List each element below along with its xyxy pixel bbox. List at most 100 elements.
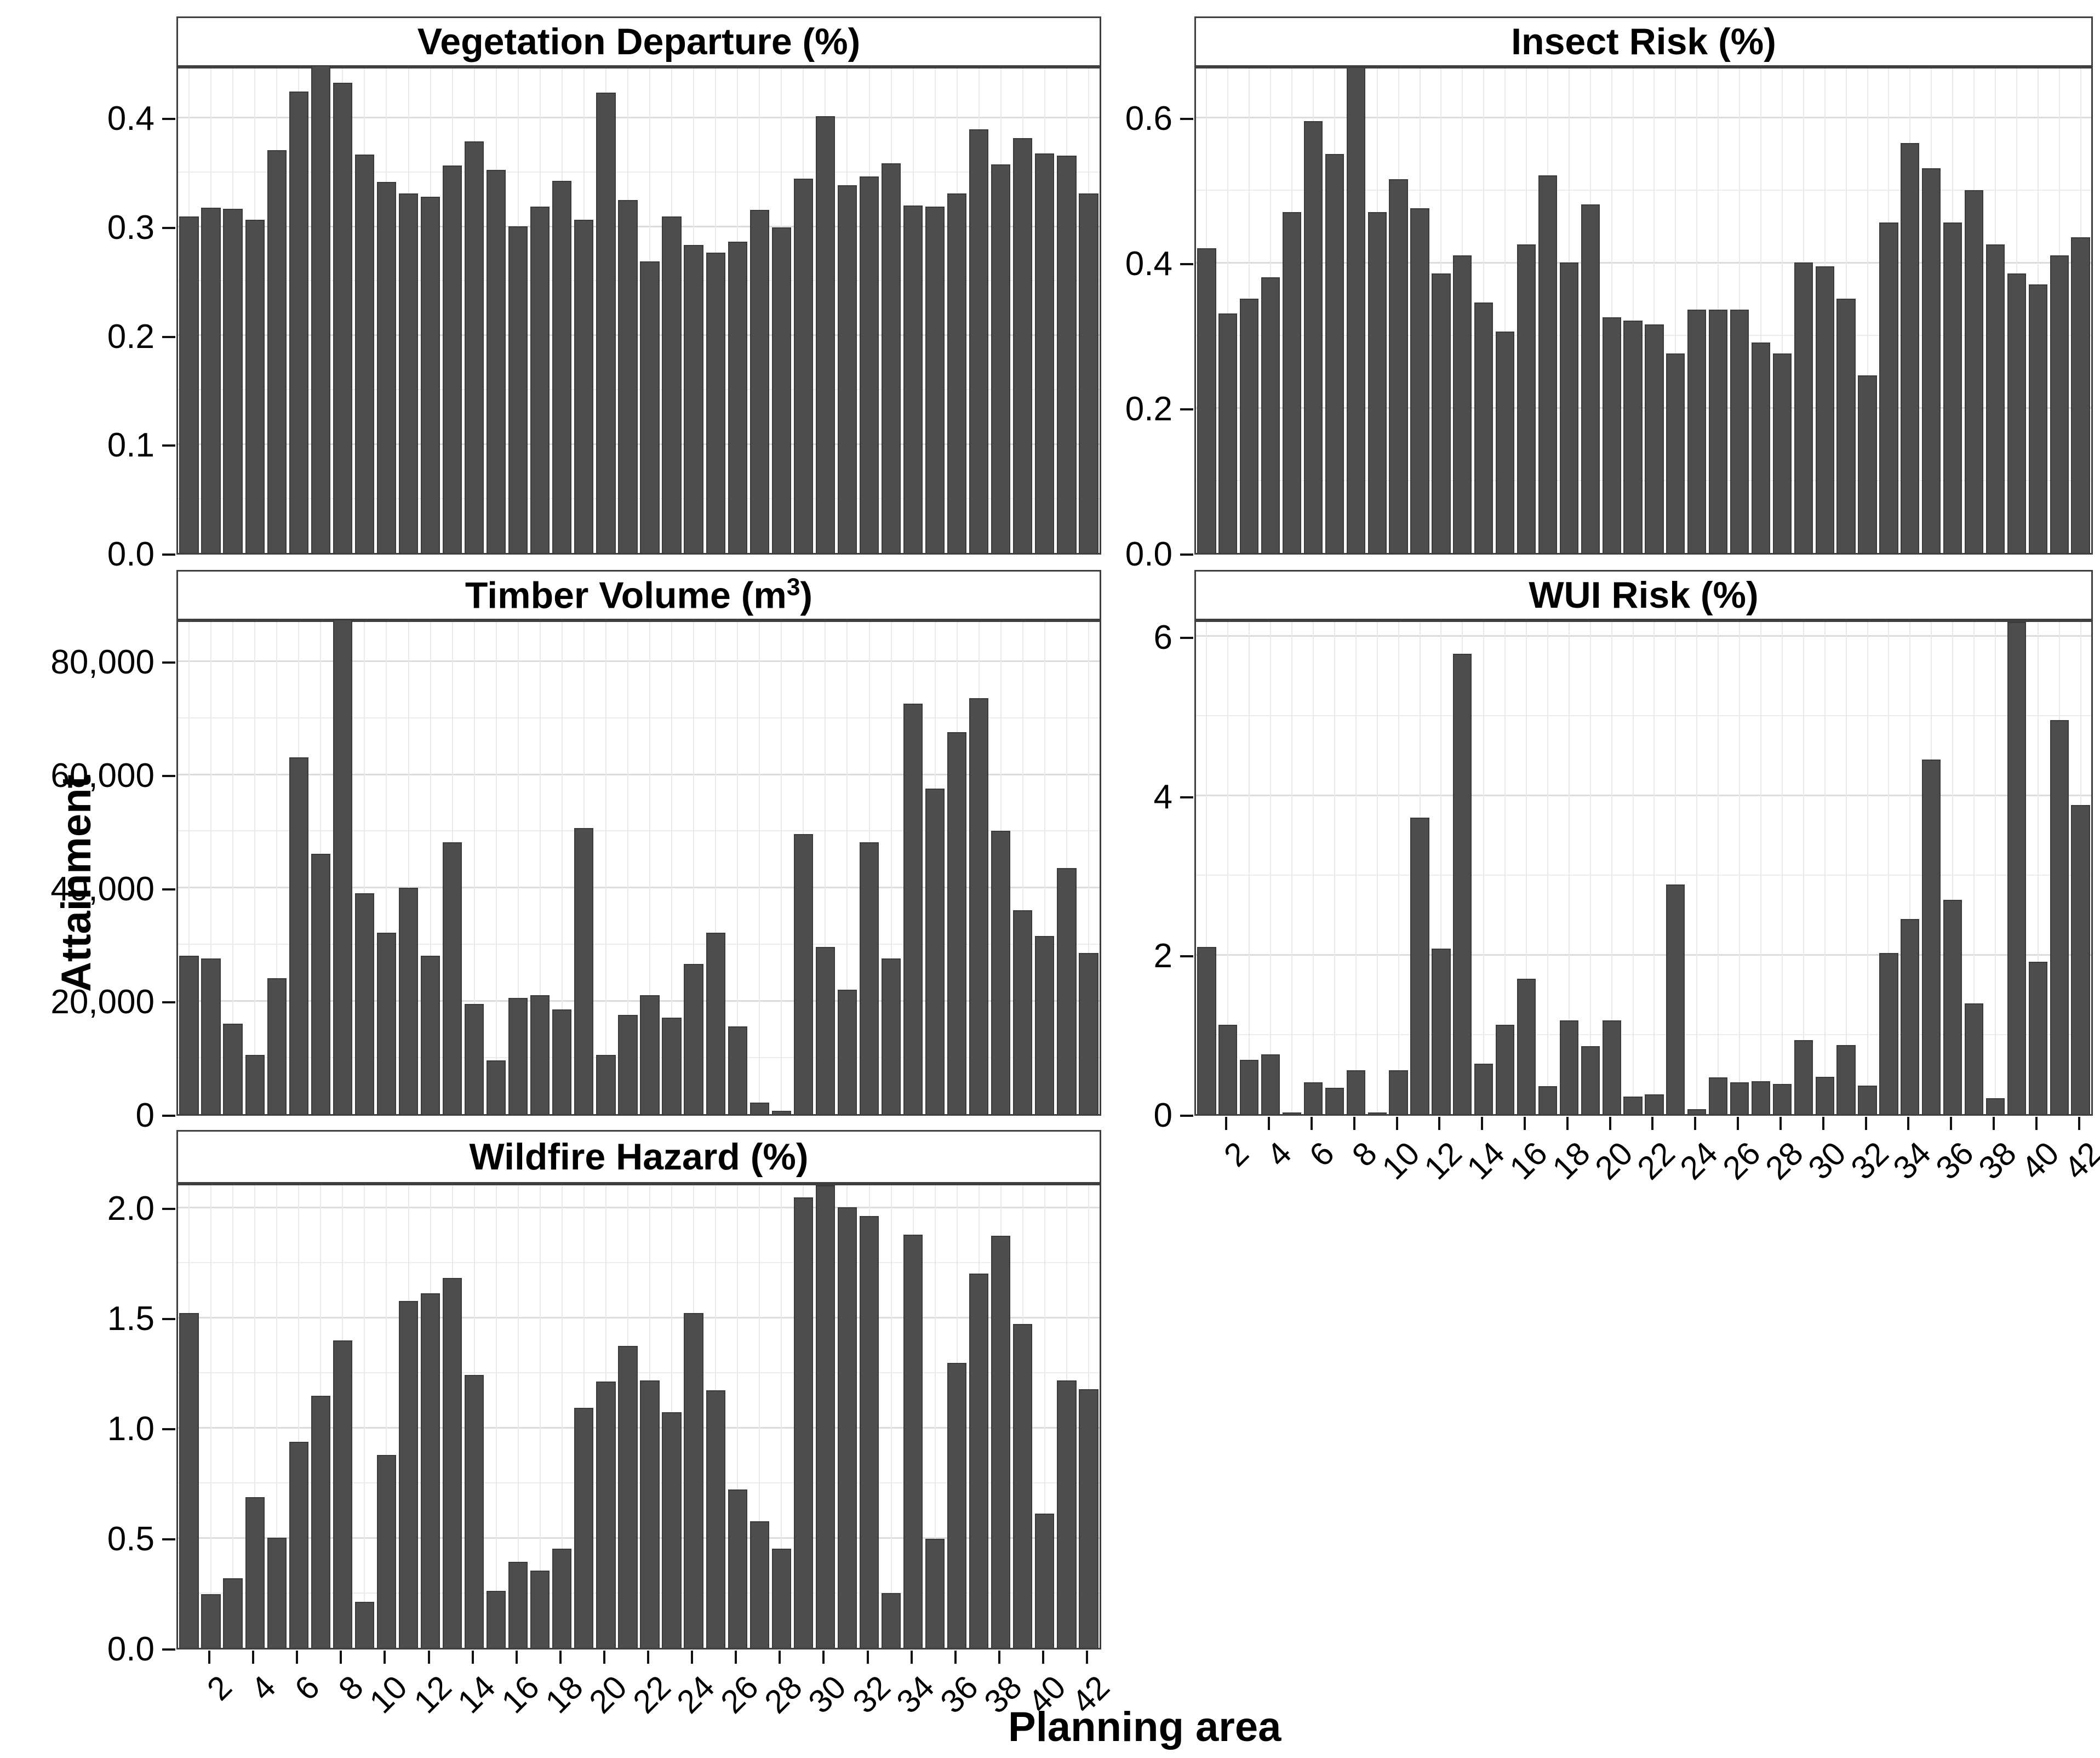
bar (398, 1301, 419, 1648)
plot-area-wildfire (176, 1184, 1101, 1649)
y-tick-label: 0.2 (107, 317, 155, 356)
bar (1410, 208, 1429, 553)
panel-title-strip: Timber Volume (m3) (176, 570, 1101, 620)
gridline-minor (178, 171, 1100, 173)
x-axis-tick (1524, 1117, 1526, 1130)
gridline-minor (178, 830, 1100, 832)
bar (1730, 1082, 1749, 1114)
gridline-vertical (1249, 622, 1250, 1114)
bar (947, 1362, 967, 1648)
gridline-vertical (1718, 622, 1719, 1114)
bar (487, 169, 506, 553)
gridline-vertical (1867, 622, 1868, 1114)
gridline-vertical (1398, 622, 1399, 1114)
gridline-vertical (1022, 622, 1023, 1114)
bar (1474, 1064, 1494, 1114)
bar (1367, 1112, 1387, 1114)
gridline-vertical (495, 1185, 497, 1648)
bar (1751, 342, 1771, 553)
bar (1538, 175, 1558, 553)
bar (1474, 302, 1494, 553)
bar (925, 788, 945, 1114)
bar (925, 1539, 945, 1648)
bar (749, 1521, 769, 1648)
bar (903, 1235, 923, 1648)
gridline-major (178, 225, 1100, 227)
gridline-vertical (1653, 69, 1655, 553)
panel-title-strip: Vegetation Departure (%) (176, 16, 1101, 67)
bar (420, 1293, 440, 1648)
bar (1013, 1324, 1033, 1648)
gridline-minor (1196, 1034, 2091, 1035)
bar (640, 1380, 660, 1648)
bar (530, 995, 550, 1114)
bar (969, 698, 989, 1114)
bar (1666, 884, 1685, 1114)
bar (706, 1390, 725, 1648)
bar (179, 1313, 199, 1648)
bar (1197, 248, 1216, 553)
bar (859, 842, 879, 1114)
gridline-minor (178, 1372, 1100, 1373)
gridline-minor (178, 1262, 1100, 1263)
x-axis-tick (296, 1651, 299, 1664)
bar (574, 220, 594, 553)
y-axis-tick (162, 1538, 175, 1541)
bar (1836, 1044, 1856, 1114)
gridline-vertical (605, 622, 606, 1114)
gridline-vertical (364, 622, 365, 1114)
y-axis-tick (162, 1648, 175, 1651)
gridline-vertical (1291, 622, 1293, 1114)
x-axis-tick (735, 1651, 737, 1664)
gridline-vertical (825, 622, 826, 1114)
bar (618, 200, 638, 553)
y-axis-tick (162, 335, 175, 338)
bar (1645, 324, 1664, 553)
bar (442, 1277, 462, 1648)
gridline-vertical (210, 1185, 212, 1648)
gridline-vertical (539, 622, 541, 1114)
bar (1057, 867, 1077, 1114)
bar (1623, 1097, 1643, 1114)
bar (991, 831, 1011, 1114)
bar (333, 82, 352, 553)
gridline-vertical (1909, 622, 1911, 1114)
y-axis-tick (162, 888, 175, 891)
bar (376, 181, 397, 553)
gridline-major (178, 1537, 1100, 1539)
x-axis-tick (1085, 1651, 1088, 1664)
bar (837, 989, 857, 1114)
bar (1602, 1020, 1621, 1114)
bar (903, 206, 923, 553)
gridline-vertical (1653, 622, 1655, 1114)
x-axis-tick (252, 1651, 255, 1664)
bar (706, 933, 725, 1114)
gridline-vertical (386, 622, 387, 1114)
bar (596, 1054, 616, 1114)
bar (201, 208, 221, 553)
gridline-vertical (1355, 622, 1357, 1114)
bar (1325, 1088, 1344, 1114)
y-axis-tick (162, 118, 175, 121)
gridline-vertical (1632, 622, 1634, 1114)
x-axis-tick (1992, 1117, 1995, 1130)
gridline-vertical (1675, 622, 1676, 1114)
gridline-vertical (1675, 69, 1676, 553)
gridline-vertical (781, 1185, 782, 1648)
bar (1346, 1070, 1365, 1114)
bar (354, 893, 375, 1114)
gridline-vertical (1504, 69, 1506, 553)
gridline-major (178, 334, 1100, 336)
y-tick-label: 40,000 (50, 870, 155, 908)
x-axis-tick (1694, 1117, 1697, 1130)
bar (1389, 179, 1408, 553)
y-axis-tick (1180, 636, 1193, 639)
bar (1602, 317, 1621, 553)
bar (333, 1340, 352, 1648)
gridline-vertical (1611, 622, 1612, 1114)
gridline-vertical (1504, 622, 1506, 1114)
bar (947, 193, 967, 553)
gridline-vertical (1888, 622, 1890, 1114)
x-axis-tick (515, 1651, 518, 1664)
gridline-vertical (1781, 622, 1783, 1114)
